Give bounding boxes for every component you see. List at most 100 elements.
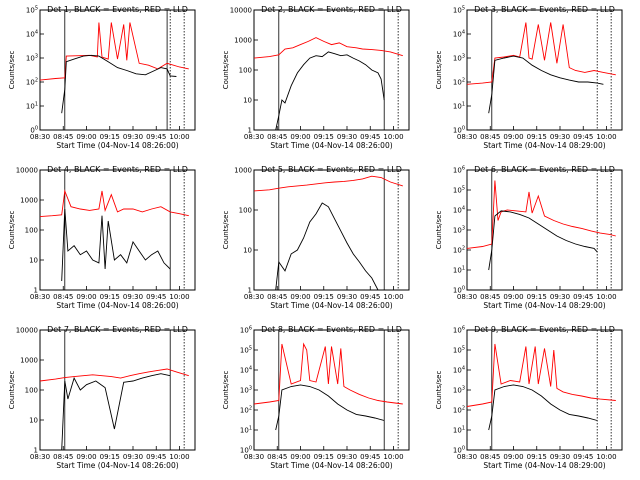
x-tick-label: 10:00 — [169, 453, 189, 461]
y-axis-label: Counts/sec — [435, 371, 443, 410]
plot-frame — [466, 9, 623, 131]
y-tick-label: 10000 — [16, 327, 38, 335]
y-tick-label: 105 — [26, 6, 38, 15]
y-tick-label: 103 — [453, 386, 465, 395]
y-tick-label: 105 — [240, 346, 252, 355]
x-tick-label: 09:30 — [550, 293, 570, 301]
x-tick-label: 08:30 — [457, 133, 477, 141]
y-axis-label: Counts/sec — [435, 51, 443, 90]
x-tick-label: 09:00 — [76, 293, 96, 301]
plot-title: Det 5, BLACK = Events, RED = LLD — [261, 165, 402, 174]
x-tick-label: 09:15 — [314, 133, 334, 141]
x-tick-label: 08:30 — [244, 293, 264, 301]
y-axis-label: Counts/sec — [8, 371, 16, 410]
x-tick-label: 08:30 — [30, 293, 50, 301]
y-tick-label: 105 — [453, 186, 465, 195]
y-axis-label: Counts/sec — [222, 371, 230, 410]
x-tick-label: 09:45 — [146, 133, 166, 141]
plot-frame — [253, 169, 410, 291]
y-tick-label: 100 — [239, 67, 252, 75]
x-axis-label: Start Time (04-Nov-14 08:26:00) — [270, 301, 392, 310]
y-tick-label: 1 — [34, 447, 38, 455]
events-series-line — [488, 210, 598, 271]
y-tick-label: 104 — [240, 366, 252, 375]
y-tick-label: 10000 — [16, 167, 38, 175]
y-tick-label: 1 — [248, 127, 252, 135]
lld-series-line — [466, 22, 616, 85]
x-tick-label: 10:00 — [169, 293, 189, 301]
plot-title: Det 6, BLACK = Events, RED = LLD — [474, 165, 615, 174]
x-tick-label: 09:15 — [314, 293, 334, 301]
plot-frame — [39, 329, 196, 451]
y-tick-label: 101 — [453, 426, 465, 435]
plot-panel-2: Det 2, BLACK = Events, RED = LLD Counts/s… — [222, 5, 410, 150]
x-axis-label: Start Time (04-Nov-14 08:26:00) — [56, 461, 178, 470]
plot-frame — [466, 329, 623, 451]
x-tick-label: 08:45 — [480, 293, 500, 301]
x-tick-label: 08:30 — [30, 133, 50, 141]
x-tick-label: 08:45 — [53, 133, 73, 141]
x-tick-label: 09:45 — [573, 293, 593, 301]
plot-title: Det 1, BLACK = Events, RED = LLD — [47, 5, 188, 14]
x-axis-label: Start Time (04-Nov-14 08:26:00) — [56, 141, 178, 150]
y-tick-label: 100 — [453, 446, 465, 455]
y-tick-label: 100 — [453, 126, 465, 135]
y-tick-label: 103 — [453, 226, 465, 235]
x-tick-label: 09:00 — [503, 293, 523, 301]
y-axis-label: Counts/sec — [435, 211, 443, 250]
x-tick-label: 08:45 — [53, 293, 73, 301]
events-series-line — [275, 384, 385, 431]
x-tick-label: 09:30 — [123, 453, 143, 461]
x-tick-label: 09:45 — [573, 453, 593, 461]
y-tick-label: 106 — [240, 326, 252, 335]
x-tick-label: 09:45 — [146, 453, 166, 461]
y-tick-label: 1000 — [234, 167, 252, 175]
x-tick-label: 09:30 — [337, 453, 357, 461]
y-tick-label: 101 — [453, 266, 465, 275]
lld-series-line — [253, 37, 403, 59]
y-tick-label: 103 — [240, 386, 252, 395]
y-tick-label: 102 — [453, 78, 465, 87]
x-tick-label: 09:15 — [100, 293, 120, 301]
x-tick-label: 09:15 — [527, 133, 547, 141]
plot-panel-4: Det 4, BLACK = Events, RED = LLD Counts/s… — [8, 165, 196, 310]
y-tick-label: 101 — [453, 102, 465, 111]
x-tick-label: 08:30 — [30, 453, 50, 461]
x-tick-label: 08:45 — [267, 453, 287, 461]
x-tick-label: 09:30 — [550, 133, 570, 141]
plot-panel-7: Det 7, BLACK = Events, RED = LLD Counts/s… — [8, 325, 196, 470]
y-tick-label: 102 — [453, 406, 465, 415]
plot-frame — [39, 9, 196, 131]
x-tick-label: 08:30 — [244, 453, 264, 461]
x-tick-label: 09:45 — [360, 133, 380, 141]
x-tick-label: 08:45 — [480, 453, 500, 461]
x-tick-label: 09:30 — [550, 453, 570, 461]
y-tick-label: 106 — [453, 326, 465, 335]
x-tick-label: 09:00 — [503, 133, 523, 141]
y-tick-label: 100 — [25, 227, 38, 235]
y-tick-label: 105 — [453, 346, 465, 355]
x-tick-label: 08:45 — [267, 133, 287, 141]
x-tick-label: 09:45 — [146, 293, 166, 301]
y-tick-label: 104 — [453, 366, 465, 375]
plot-frame — [466, 169, 623, 291]
x-tick-label: 09:00 — [290, 133, 310, 141]
x-tick-label: 08:45 — [267, 293, 287, 301]
x-axis-label: Start Time (04-Nov-14 08:26:00) — [56, 301, 178, 310]
plot-panel-3: Det 3, BLACK = Events, RED = LLD Counts/s… — [435, 5, 623, 150]
events-series-line — [275, 51, 385, 131]
x-tick-label: 09:15 — [100, 453, 120, 461]
events-series-line — [61, 54, 177, 114]
x-tick-label: 09:00 — [290, 293, 310, 301]
y-tick-label: 102 — [453, 246, 465, 255]
y-axis-label: Counts/sec — [8, 211, 16, 250]
y-tick-label: 104 — [453, 30, 465, 39]
x-tick-label: 08:30 — [457, 453, 477, 461]
lld-series-line — [253, 175, 403, 192]
y-tick-label: 103 — [26, 54, 38, 63]
x-tick-label: 09:00 — [76, 453, 96, 461]
x-tick-label: 09:00 — [503, 453, 523, 461]
x-tick-label: 09:15 — [314, 453, 334, 461]
y-tick-label: 1 — [34, 287, 38, 295]
